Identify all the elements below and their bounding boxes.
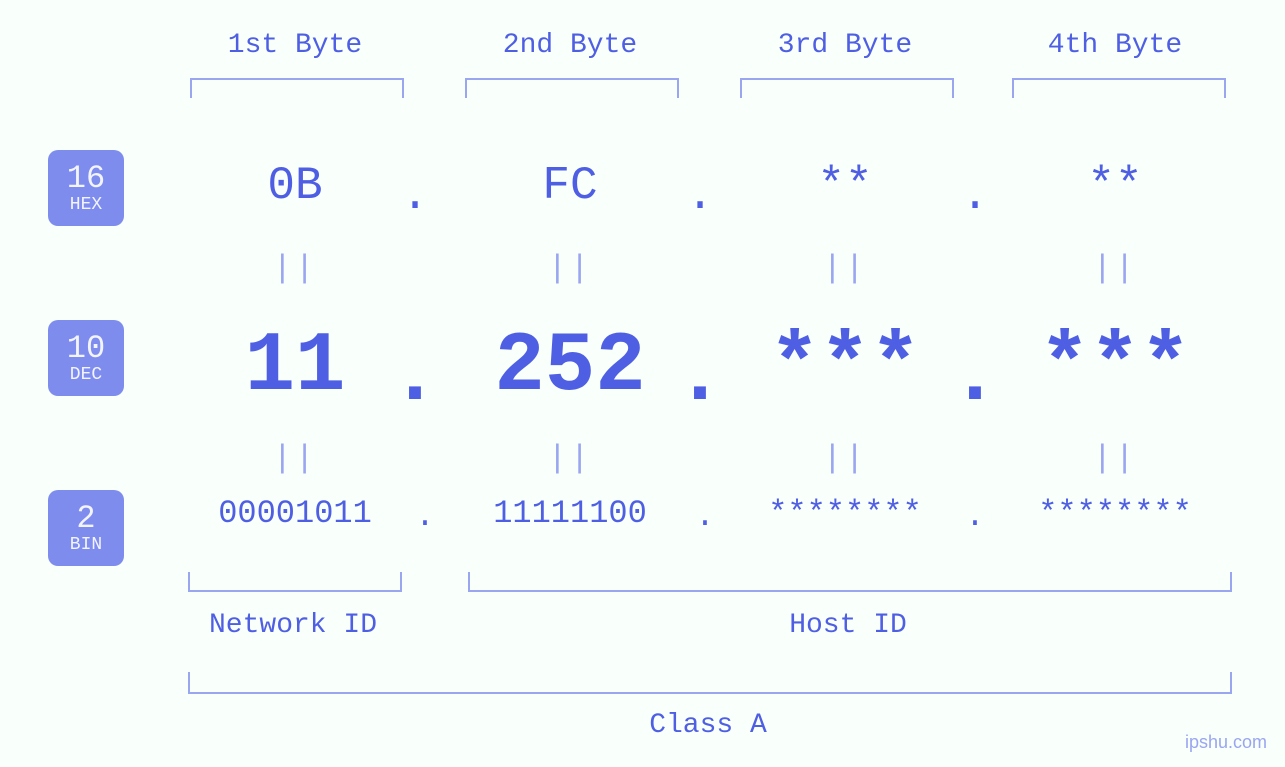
hex-byte-4: ** [1000, 160, 1230, 212]
badge-dec-name: DEC [48, 366, 124, 386]
dec-dot-1: . [385, 330, 445, 425]
badge-hex-num: 16 [48, 161, 124, 196]
hex-byte-3: ** [730, 160, 960, 212]
ip-base-diagram: 1st Byte 2nd Byte 3rd Byte 4th Byte 16 H… [0, 0, 1285, 767]
hex-dot-1: . [395, 170, 435, 222]
badge-bin-num: 2 [48, 501, 124, 536]
byte-label-4: 4th Byte [1000, 30, 1230, 61]
top-bracket-2 [465, 78, 679, 98]
eq-bot-1: || [180, 440, 410, 477]
badge-dec-num: 10 [48, 331, 124, 366]
dec-dot-3: . [945, 330, 1005, 425]
host-bracket [468, 572, 1232, 592]
top-bracket-3 [740, 78, 954, 98]
dec-dot-2: . [670, 330, 730, 425]
eq-top-2: || [455, 250, 685, 287]
byte-label-3: 3rd Byte [730, 30, 960, 61]
hex-byte-2: FC [455, 160, 685, 212]
network-bracket [188, 572, 402, 592]
class-label: Class A [188, 710, 1228, 741]
badge-hex: 16 HEX [48, 150, 124, 226]
network-id-label: Network ID [188, 610, 398, 641]
bin-byte-1: 00001011 [165, 495, 425, 532]
eq-bot-4: || [1000, 440, 1230, 477]
badge-hex-name: HEX [48, 196, 124, 216]
top-bracket-1 [190, 78, 404, 98]
badge-bin-name: BIN [48, 536, 124, 556]
byte-label-1: 1st Byte [180, 30, 410, 61]
byte-label-2: 2nd Byte [455, 30, 685, 61]
dec-byte-3: *** [730, 320, 960, 415]
host-id-label: Host ID [468, 610, 1228, 641]
watermark: ipshu.com [1185, 732, 1267, 753]
hex-byte-1: 0B [180, 160, 410, 212]
bin-byte-2: 11111100 [440, 495, 700, 532]
bin-dot-1: . [410, 498, 440, 535]
hex-dot-2: . [680, 170, 720, 222]
eq-bot-3: || [730, 440, 960, 477]
badge-bin: 2 BIN [48, 490, 124, 566]
hex-dot-3: . [955, 170, 995, 222]
dec-byte-2: 252 [455, 320, 685, 415]
dec-byte-4: *** [1000, 320, 1230, 415]
eq-bot-2: || [455, 440, 685, 477]
class-bracket [188, 672, 1232, 694]
top-bracket-4 [1012, 78, 1226, 98]
badge-dec: 10 DEC [48, 320, 124, 396]
dec-byte-1: 11 [180, 320, 410, 415]
eq-top-3: || [730, 250, 960, 287]
eq-top-1: || [180, 250, 410, 287]
bin-byte-4: ******** [985, 495, 1245, 532]
eq-top-4: || [1000, 250, 1230, 287]
bin-byte-3: ******** [715, 495, 975, 532]
